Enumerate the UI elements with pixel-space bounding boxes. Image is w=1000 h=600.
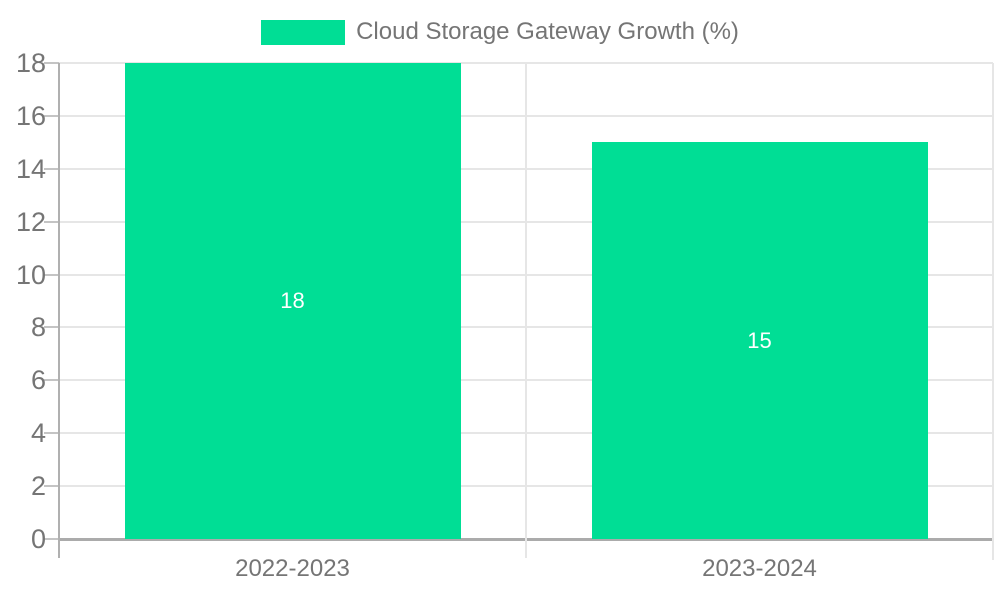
y-tick-label: 2 bbox=[30, 471, 46, 502]
y-tick-label: 0 bbox=[30, 524, 46, 554]
x-tick-label: 2022-2023 bbox=[235, 555, 350, 582]
y-tick-mark bbox=[44, 432, 59, 435]
y-tick-label: 8 bbox=[30, 312, 46, 343]
y-tick-mark bbox=[44, 485, 59, 488]
x-tick-label: 2023-2024 bbox=[702, 555, 817, 582]
y-tick-mark bbox=[44, 538, 59, 540]
y-tick-mark bbox=[44, 379, 59, 382]
plot-right-border bbox=[992, 63, 994, 560]
y-tick-mark bbox=[44, 326, 59, 329]
bar-value-label: 18 bbox=[280, 288, 305, 313]
y-tick-mark bbox=[44, 273, 59, 276]
y-axis-line bbox=[58, 63, 60, 558]
legend-swatch bbox=[261, 19, 346, 45]
y-tick-label: 6 bbox=[30, 365, 46, 396]
y-tick-label: 16 bbox=[15, 100, 46, 131]
y-tick-label: 10 bbox=[15, 259, 46, 290]
y-tick-mark bbox=[44, 114, 59, 117]
category-separator-line bbox=[525, 63, 527, 558]
y-tick-label: 18 bbox=[15, 48, 46, 78]
y-tick-mark bbox=[44, 62, 59, 64]
y-tick-label: 4 bbox=[30, 418, 46, 449]
y-tick-mark bbox=[44, 220, 59, 223]
bar-value-label: 15 bbox=[747, 327, 772, 353]
bar-2023-2024[interactable] bbox=[591, 142, 928, 539]
legend-label: Cloud Storage Gateway Growth (%) bbox=[356, 18, 739, 45]
bar-2022-2023[interactable] bbox=[124, 63, 461, 539]
y-tick-label: 14 bbox=[15, 153, 46, 184]
chart-legend[interactable]: Cloud Storage Gateway Growth (%) bbox=[0, 18, 1000, 46]
y-tick-mark bbox=[44, 167, 59, 170]
y-tick-label: 12 bbox=[15, 206, 46, 237]
